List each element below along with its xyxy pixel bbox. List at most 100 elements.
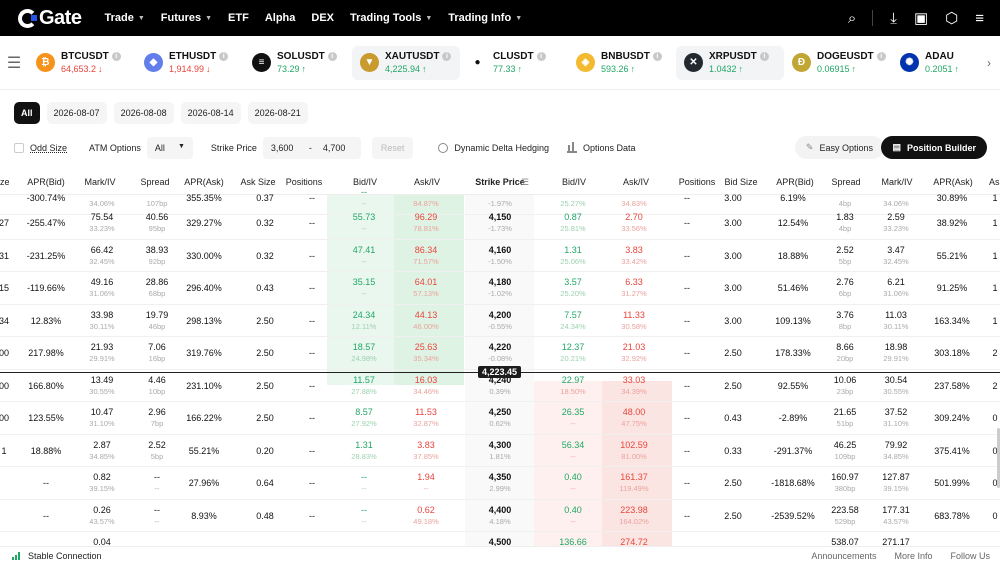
download-icon[interactable]: ⤓ [890,9,897,27]
call-bid-cell[interactable]: -- [361,504,367,515]
put-bid-cell[interactable]: 0.40 [564,472,582,482]
put-bid-cell[interactable]: 0.40 [564,504,582,515]
col-header[interactable]: ze [0,177,10,187]
put-ask-cell[interactable]: 161.37 [620,472,648,482]
strike-from-input[interactable]: 3,600 [270,143,294,153]
ticker-item[interactable]: ≡ SOLUSDT i 73.29 ↑ [244,46,352,80]
call-bid-cell[interactable]: 11.57 [353,374,375,385]
nav-trading-tools[interactable]: Trading Tools ▼ [350,12,433,24]
table-row[interactable]: 00 166.80% 13.49 30.55% 4.46 10bp 231.10% 2.50-… [0,370,1000,402]
announcements-link[interactable]: Announcements [811,550,877,561]
col-header[interactable]: Positions [285,177,323,187]
call-bid-cell[interactable]: 47.41 [352,244,376,255]
call-ask-cell[interactable]: 11.53 [415,407,437,417]
table-row[interactable]: -300.74% 34.06% 107bp 355.35% 0.37 -- -- -- 84.8… [0,182,1000,215]
table-row[interactable]: 31 -231.25% 66.42 32.45% 38.93 92bp 330.00% 0.3… [0,240,1000,272]
ticker-item[interactable]: ✺ ADAU 0.2051 ↑ [892,46,1000,80]
col-header[interactable]: Ask Size [240,177,276,187]
nav-alpha[interactable]: Alpha [264,12,296,24]
col-header[interactable]: As [989,177,1000,187]
atm-options-select[interactable]: All ▼ [146,137,193,159]
position-builder-button[interactable]: ▤ Position Builder [881,136,987,159]
strike-to-input[interactable]: 4,700 [322,143,346,153]
ticker-item[interactable]: ✕ XRPUSDT i 1.0432 ↑ [676,45,784,80]
col-header-strike[interactable]: Strike Price [475,177,525,187]
nav-trade[interactable]: Trade ▼ [104,12,145,24]
put-bid-cell[interactable]: 22.97 [561,374,585,385]
nav-dex[interactable]: DEX [311,12,335,24]
call-ask-cell[interactable]: 0.62 [417,504,435,515]
call-ask-cell[interactable]: 1.94 [417,472,435,482]
odd-size-checkbox[interactable] [14,143,24,153]
col-header[interactable]: Bid/IV [352,177,377,187]
call-bid-cell[interactable]: 24.34 [352,309,376,320]
options-data-button[interactable]: Options Data [566,141,636,153]
put-bid-cell[interactable]: 7.57 [564,309,582,320]
call-ask-cell[interactable]: 16.03 [414,374,438,385]
col-header[interactable]: Ask/IV [622,177,649,187]
table-row[interactable]: -- 0.82 39.15% -- -- 27.96% 0.64 -- -- -- 1.94 -- 4,… [0,467,1000,500]
col-header[interactable]: Mark/IV [84,177,116,187]
chevron-right-icon[interactable]: › [978,36,1000,89]
date-tab[interactable]: 2026-08-08 [113,101,174,124]
ticker-item[interactable]: ▼ XAUTUSDT i 4,225.94 ↑ [352,45,460,80]
more-info-link[interactable]: More Info [894,550,933,561]
search-icon[interactable]: ⌕ [847,9,857,27]
col-header[interactable]: Bid Size [724,177,758,187]
call-bid-cell[interactable]: -- [361,187,367,197]
strike-range-input[interactable]: 3,600 - 4,700 [262,137,361,159]
call-ask-cell[interactable]: 96.29 [414,212,438,222]
col-header[interactable]: Mark/IV [881,177,913,187]
table-row[interactable]: 15 -119.66% 49.16 31.06% 28.86 68bp 296.40% 0.4… [0,272,1000,305]
call-ask-cell[interactable]: 44.13 [414,309,438,320]
ticker-item[interactable]: ● CLUSDT i 77.33 ↑ [460,46,568,80]
put-ask-cell[interactable]: 6.33 [625,277,643,287]
easy-options-button[interactable]: ✎ Easy Options [794,136,884,159]
dynamic-delta-hedging-button[interactable]: Dynamic Delta Hedging [438,143,549,153]
call-ask-cell[interactable]: 25.63 [414,342,438,352]
col-header[interactable]: Ask/IV [413,177,440,187]
call-bid-cell[interactable]: 8.57 [355,407,373,417]
reset-button[interactable]: Reset [371,137,414,159]
date-tab[interactable]: 2026-08-21 [247,101,308,124]
call-bid-cell[interactable]: 35.15 [352,277,376,287]
call-ask-cell[interactable]: 64.01 [414,277,438,287]
nav-futures[interactable]: Futures ▼ [160,12,213,24]
ticker-item[interactable]: Ð DOGEUSDT i 0.06915 ↑ [784,46,892,80]
settings-icon[interactable]: ⬡ [945,10,959,27]
table-scrollbar[interactable] [997,428,1000,488]
ticker-item[interactable]: ₿ BTCUSDT i 64,653.2 ↓ [28,46,136,80]
put-bid-cell[interactable]: 136.66 [559,537,587,546]
col-header[interactable]: Bid/IV [561,177,586,187]
put-bid-cell[interactable]: 3.57 [564,277,582,287]
col-header[interactable]: APR(Bid) [27,177,65,187]
put-ask-cell[interactable]: 2.70 [625,212,643,222]
put-ask-cell[interactable]: 21.03 [622,342,646,352]
menu-icon[interactable]: ≡ [975,9,984,27]
put-bid-cell[interactable]: 0.87 [564,212,582,222]
table-row[interactable]: 00 123.55% 10.47 31.10% 2.96 7bp 166.22% 2.50 --… [0,402,1000,435]
nav-etf[interactable]: ETF [228,12,249,24]
date-tab[interactable]: 2026-08-07 [46,101,107,124]
call-bid-cell[interactable]: 55.73 [352,212,376,222]
call-ask-cell[interactable]: 86.34 [414,244,438,255]
follow-us-link[interactable]: Follow Us [950,550,990,561]
put-bid-cell[interactable]: 56.34 [561,439,585,450]
table-row[interactable]: 00 217.98% 21.93 29.91% 7.06 16bp 319.76% 2.50 -… [0,337,1000,370]
col-header[interactable]: Spread [140,177,170,187]
notification-icon[interactable]: ▣ [913,10,929,27]
col-header[interactable]: Spread [831,177,861,187]
nav-trading-info[interactable]: Trading Info ▼ [448,12,523,24]
table-row[interactable]: 0.04 4,500 136.66 274.72 538.07 271.17 [0,532,1000,546]
ticker-item[interactable]: ◆ ETHUSDT i 1,914.99 ↓ [136,46,244,80]
ticker-menu-icon[interactable]: ☰ [6,54,22,72]
put-bid-cell[interactable]: 1.31 [564,244,582,255]
put-ask-cell[interactable]: 274.72 [620,537,648,546]
sort-icon[interactable]: ☰ [521,177,530,187]
table-row[interactable]: 27 -255.47% 75.54 33.23% 40.56 95bp 329.27% 0.3… [0,207,1000,240]
ticker-item[interactable]: ◈ BNBUSDT i 593.26 ↑ [568,46,676,80]
put-ask-cell[interactable]: 33.03 [622,374,646,385]
brand-logo[interactable]: Gate [18,7,82,30]
col-header[interactable]: APR(Ask) [184,177,224,187]
put-ask-cell[interactable]: 3.83 [625,244,643,255]
